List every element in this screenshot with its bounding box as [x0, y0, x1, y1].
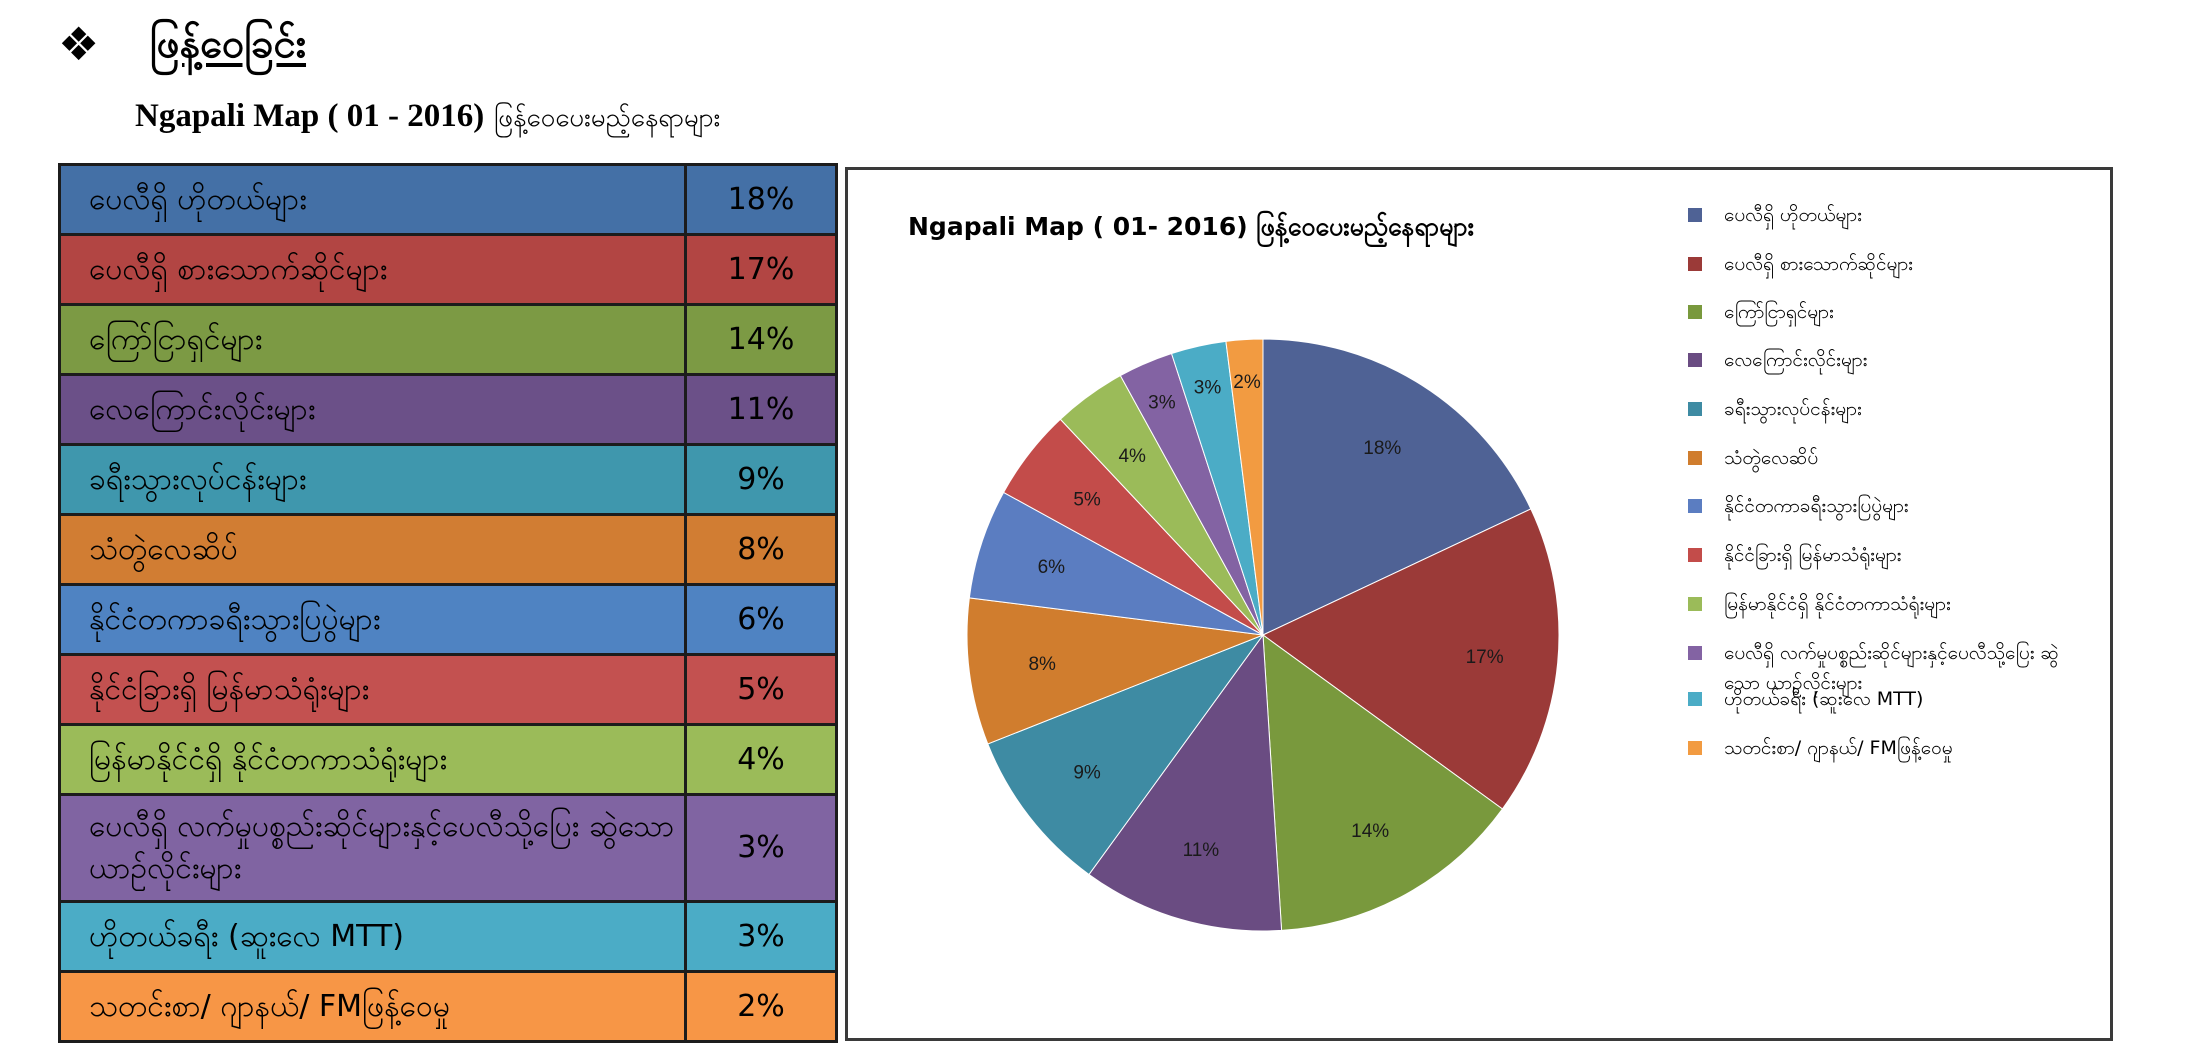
legend-label: ကြော်ငြာရှင်များ — [1724, 301, 1834, 323]
pie-slice — [1225, 338, 1264, 636]
page-subtitle: Ngapali Map ( 01 - 2016) ဖြန့်ဝေပေးမည့်န… — [135, 96, 720, 138]
distribution-table: ပေလီရှိ ဟိုတယ်များ 18% ပေလီရှိ စားသောက်ဆို… — [58, 163, 838, 1043]
legend-label: သတင်းစာ/ ဂျာနယ်/ FMဖြန့်ဝေမှု — [1724, 737, 1953, 759]
legend-swatch — [1688, 597, 1702, 611]
pie-chart: 18% 17% 14% 11% 9% 8% 6% 5% 4% 3% 3% 2% — [966, 338, 1560, 932]
table-row: လေကြောင်းလိုင်းများ 11% — [58, 373, 838, 446]
pie-slice — [1262, 338, 1532, 636]
table-row: နိုင်ငံခြားရှိ မြန်မာသံရုံးများ 5% — [58, 653, 838, 726]
slice-data-label: 3% — [1194, 378, 1222, 399]
row-value: 17% — [684, 233, 838, 306]
legend-swatch — [1688, 646, 1702, 660]
row-label: သံတွဲလေဆိပ် — [58, 513, 687, 586]
table-row: နိုင်ငံတကာခရီးသွားပြပွဲများ 6% — [58, 583, 838, 656]
legend-swatch — [1688, 402, 1702, 416]
slice-data-label: 4% — [1118, 446, 1146, 467]
legend-label: မြန်မာနိုင်ငံရှိ နိုင်ငံတကာသံရုံးများ — [1724, 593, 1951, 615]
legend-swatch — [1688, 353, 1702, 367]
table-row: ကြော်ငြာရှင်များ 14% — [58, 303, 838, 376]
row-label: ပေလီရှိ ဟိုတယ်များ — [58, 163, 687, 236]
row-value: 8% — [684, 513, 838, 586]
table-row: ပေလီရှိ စားသောက်ဆိုင်များ 17% — [58, 233, 838, 306]
legend-swatch — [1688, 451, 1702, 465]
legend-swatch — [1688, 692, 1702, 706]
row-label: ဟိုတယ်ခရီး (ဆူးလေ MTT) — [58, 900, 687, 973]
row-value: 11% — [684, 373, 838, 446]
slice-data-label: 17% — [1466, 647, 1504, 668]
legend-label: လေကြောင်းလိုင်းများ — [1724, 349, 1868, 371]
row-value: 3% — [684, 900, 838, 973]
legend-swatch — [1688, 548, 1702, 562]
legend-swatch — [1688, 305, 1702, 319]
slice-data-label: 3% — [1148, 392, 1176, 413]
chart-title: Ngapali Map ( 01- 2016) ဖြန့်ဝေပေးမည့်နေ… — [908, 212, 1475, 241]
table-row: ခရီးသွားလုပ်ငန်းများ 9% — [58, 443, 838, 516]
row-label: နိုင်ငံတကာခရီးသွားပြပွဲများ — [58, 583, 687, 656]
legend-label: ခရီးသွားလုပ်ငန်းများ — [1724, 398, 1862, 420]
row-label: သတင်းစာ/ ဂျာနယ်/ FMဖြန့်ဝေမှု — [58, 970, 687, 1043]
slice-data-label: 14% — [1351, 821, 1389, 842]
row-label: နိုင်ငံခြားရှိ မြန်မာသံရုံးများ — [58, 653, 687, 726]
legend-label: ပေလီရှိ ဟိုတယ်များ — [1724, 204, 1862, 226]
legend-label: နိုင်ငံတကာခရီးသွားပြပွဲများ — [1724, 495, 1909, 517]
slice-data-label: 8% — [1028, 654, 1056, 675]
legend-label: ပေလီရှိ လက်မှုပစ္စည်းဆိုင်များနှင့်ပေလီသ… — [1724, 642, 2059, 694]
row-value: 6% — [684, 583, 838, 656]
legend-swatch — [1688, 741, 1702, 755]
pie-slice — [987, 633, 1265, 876]
row-label: ကြော်ငြာရှင်များ — [58, 303, 687, 376]
row-label: ခရီးသွားလုပ်ငန်းများ — [58, 443, 687, 516]
legend-label: နိုင်ငံခြားရှိ မြန်မာသံရုံးများ — [1724, 544, 1902, 566]
row-label: ပေလီရှိ စားသောက်ဆိုင်များ — [58, 233, 687, 306]
table-row: သံတွဲလေဆိပ် 8% — [58, 513, 838, 586]
subtitle-burmese: ဖြန့်ဝေပေးမည့်နေရာများ — [493, 103, 721, 133]
legend-swatch — [1688, 257, 1702, 271]
row-value: 14% — [684, 303, 838, 376]
slice-data-label: 18% — [1363, 438, 1401, 459]
pie-slice — [1088, 633, 1283, 932]
legend-swatch — [1688, 208, 1702, 222]
slice-data-label: 6% — [1038, 557, 1066, 578]
table-row: သတင်းစာ/ ဂျာနယ်/ FMဖြန့်ဝေမှု 2% — [58, 970, 838, 1043]
row-value: 18% — [684, 163, 838, 236]
slice-data-label: 5% — [1073, 490, 1101, 511]
row-value: 3% — [684, 793, 838, 903]
legend-label: သံတွဲလေဆိပ် — [1724, 447, 1819, 469]
table-row: ပေလီရှိ လက်မှုပစ္စည်းဆိုင်များနှင့်ပေလီသ… — [58, 793, 838, 903]
slice-data-label: 9% — [1073, 762, 1101, 783]
slice-data-label: 2% — [1233, 372, 1261, 393]
legend-swatch — [1688, 499, 1702, 513]
diamond-bullet-icon: ❖ — [58, 17, 100, 71]
pie-slice — [1262, 508, 1560, 810]
legend-label: ဟိုတယ်ခရီး (ဆူးလေ MTT) — [1724, 688, 1924, 710]
table-row: ပေလီရှိ ဟိုတယ်များ 18% — [58, 163, 838, 236]
row-value: 5% — [684, 653, 838, 726]
row-label: မြန်မာနိုင်ငံရှိ နိုင်ငံတကာသံရုံးများ — [58, 723, 687, 796]
row-value: 4% — [684, 723, 838, 796]
subtitle-english: Ngapali Map ( 01 - 2016) — [135, 98, 485, 134]
table-row: ဟိုတယ်ခရီး (ဆူးလေ MTT) 3% — [58, 900, 838, 973]
row-value: 9% — [684, 443, 838, 516]
table-row: မြန်မာနိုင်ငံရှိ နိုင်ငံတကာသံရုံးများ 4% — [58, 723, 838, 796]
slice-data-label: 11% — [1183, 840, 1220, 861]
pie-chart-panel: 18% 17% 14% 11% 9% 8% 6% 5% 4% 3% 3% 2% Ngapali Map… — [845, 167, 2113, 1041]
page-heading: ဖြန့်ဝေခြင်း — [150, 21, 307, 67]
row-value: 2% — [684, 970, 838, 1043]
legend-label: ပေလီရှိ စားသောက်ဆိုင်များ — [1724, 253, 1913, 275]
row-label: ပေလီရှိ လက်မှုပစ္စည်းဆိုင်များနှင့်ပေလီသ… — [58, 793, 687, 903]
pie-slice — [1262, 633, 1504, 931]
pie-slice — [966, 597, 1264, 745]
row-label: လေကြောင်းလိုင်းများ — [58, 373, 687, 446]
